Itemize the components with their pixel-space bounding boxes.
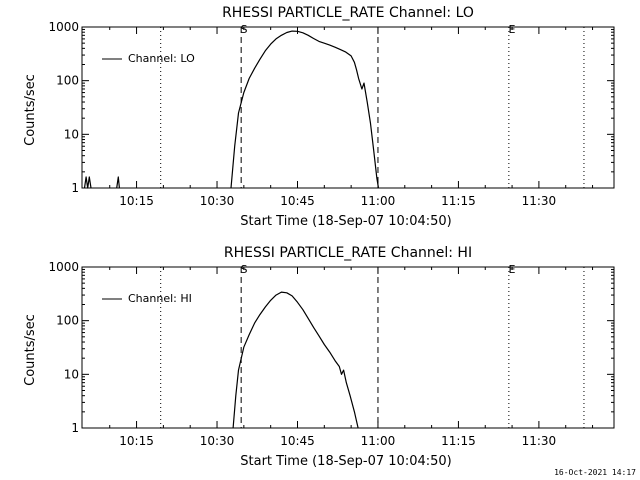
x-tick-label-hi: 10:30: [200, 434, 235, 448]
series-line-hi: [232, 291, 359, 429]
timestamp: 16-Oct-2021 14:17: [554, 468, 636, 477]
x-axis-label-lo: Start Time (18-Sep-07 10:04:50): [240, 214, 451, 229]
x-tick-label-hi: 10:15: [119, 434, 154, 448]
y-tick-label-lo: 100: [56, 74, 79, 88]
x-tick-label-lo: 11:30: [522, 194, 557, 208]
legend-label-lo: Channel: LO: [128, 52, 195, 65]
x-tick-label-hi: 11:00: [361, 434, 396, 448]
x-axis-label-hi: Start Time (18-Sep-07 10:04:50): [240, 454, 451, 469]
plot-frame-hi: [81, 266, 615, 429]
y-tick-label-hi: 1000: [48, 260, 79, 274]
y-tick-label-hi: 10: [64, 367, 79, 381]
panel-hi: RHESSI PARTICLE_RATE Channel: HI Start T…: [23, 245, 615, 469]
series-line-lo: [83, 176, 92, 189]
x-tick-label-lo: 11:15: [441, 194, 476, 208]
y-tick-label-lo: 1: [71, 181, 79, 195]
chart-title-hi: RHESSI PARTICLE_RATE Channel: HI: [224, 245, 472, 261]
series-line-lo: [116, 176, 120, 189]
x-tick-label-hi: 10:45: [280, 434, 315, 448]
x-tick-label-lo: 10:45: [280, 194, 315, 208]
y-tick-label-lo: 10: [64, 127, 79, 141]
chart-title-lo: RHESSI PARTICLE_RATE Channel: LO: [222, 5, 474, 21]
legend-label-hi: Channel: HI: [128, 292, 192, 305]
panel-lo: RHESSI PARTICLE_RATE Channel: LO Start T…: [23, 5, 615, 229]
y-tick-label-lo: 1000: [48, 20, 79, 34]
y-axis-label-lo: Counts/sec: [23, 74, 38, 146]
x-tick-label-lo: 11:00: [361, 194, 396, 208]
plot-frame-lo: [81, 26, 615, 189]
x-tick-label-lo: 10:15: [119, 194, 154, 208]
y-tick-label-hi: 1: [71, 421, 79, 435]
series-line-lo: [230, 30, 380, 189]
y-axis-label-hi: Counts/sec: [23, 314, 38, 386]
x-tick-label-hi: 11:15: [441, 434, 476, 448]
x-tick-label-lo: 10:30: [200, 194, 235, 208]
y-tick-label-hi: 100: [56, 314, 79, 328]
x-tick-label-hi: 11:30: [522, 434, 557, 448]
